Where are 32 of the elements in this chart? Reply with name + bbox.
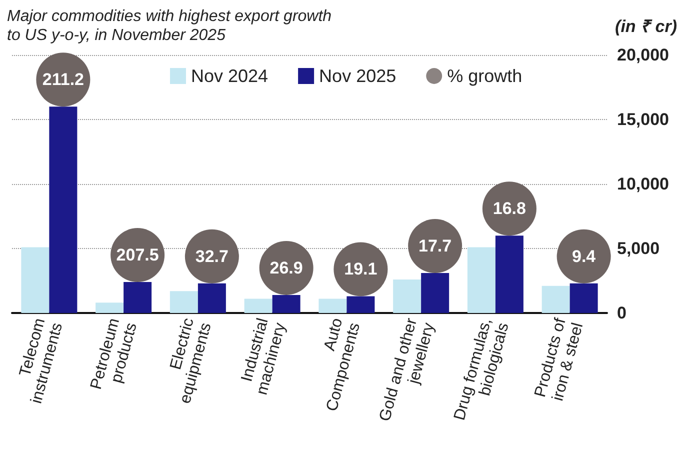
chart-title: Major commodities with highest export growth to US y-o-y, in November 2025 xyxy=(7,8,332,44)
bar xyxy=(570,283,598,313)
bar xyxy=(198,283,226,313)
bar xyxy=(346,296,375,313)
x-tick-label: Products of iron & steel xyxy=(532,316,587,403)
annotation: 32.7 xyxy=(195,246,228,266)
bar xyxy=(393,279,422,313)
bar xyxy=(467,247,496,313)
y-tick-label: 5,000 xyxy=(617,239,660,258)
legend-label: Nov 2024 xyxy=(191,66,268,86)
annotation: 16.8 xyxy=(492,199,526,218)
annotation: 26.9 xyxy=(270,258,303,278)
legend-label: % growth xyxy=(447,66,522,86)
y-tick-label: 0 xyxy=(617,304,626,322)
bar xyxy=(272,294,300,313)
bar xyxy=(124,282,152,313)
annotation: 211.2 xyxy=(42,70,84,90)
bar xyxy=(96,302,124,313)
y-axis-title: (in ₹ cr) xyxy=(615,17,678,36)
bar xyxy=(170,291,198,313)
y-tick-label: 15,000 xyxy=(617,110,669,129)
y-tick-label: 10,000 xyxy=(617,174,669,194)
y-tick-label: 20,000 xyxy=(617,46,669,64)
annotation: 9.4 xyxy=(572,246,596,266)
annotation: 207.5 xyxy=(116,246,159,265)
bar xyxy=(244,298,272,313)
bar xyxy=(542,286,570,313)
annotation: 17.7 xyxy=(418,236,452,256)
bar xyxy=(21,247,50,313)
bar xyxy=(318,298,347,313)
annotation: 19.1 xyxy=(344,260,378,279)
legend-label: Nov 2025 xyxy=(319,66,396,86)
